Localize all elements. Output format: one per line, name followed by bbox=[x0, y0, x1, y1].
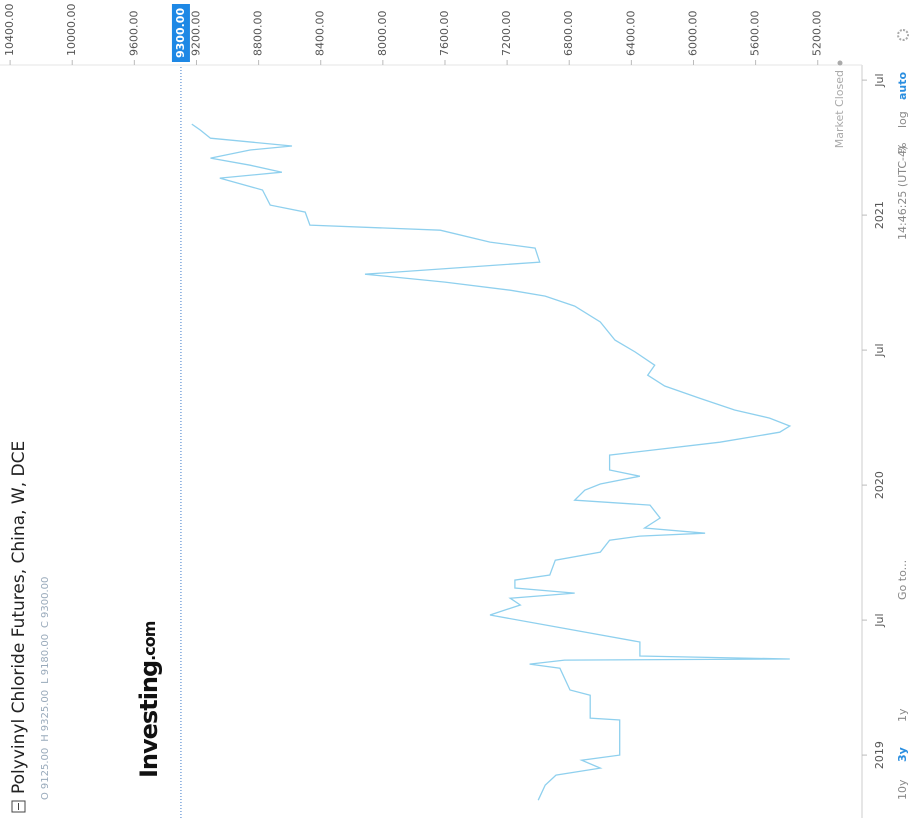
clock: 14:46:25 (UTC-4) bbox=[896, 146, 909, 240]
x-tick-label: 2019 bbox=[873, 741, 886, 769]
ohlc-key: O bbox=[40, 792, 51, 800]
option-button[interactable]: auto bbox=[896, 71, 909, 100]
logo-suffix: .com bbox=[140, 621, 159, 661]
y-tick-label: 9200.00 bbox=[189, 11, 202, 57]
y-tick-label: 5600.00 bbox=[749, 11, 762, 57]
logo-name: Investing bbox=[135, 661, 163, 778]
option-button[interactable]: % bbox=[896, 143, 909, 153]
y-tick-label: 5200.00 bbox=[811, 11, 824, 57]
y-tick-label: 7600.00 bbox=[438, 11, 451, 57]
ohlc-value: 9180.00 bbox=[40, 634, 51, 675]
chart-title: Polyvinyl Chloride Futures, China, W, DC… bbox=[9, 441, 29, 794]
x-tick-label: 2021 bbox=[873, 201, 886, 229]
x-tick-label: Jul bbox=[873, 73, 886, 87]
y-tick-label: 6400.00 bbox=[624, 11, 637, 57]
ohlc: O 9125.00 H 9325.00 L 9180.00 C 9300.00 bbox=[40, 577, 51, 800]
x-tick-label: 2020 bbox=[873, 471, 886, 499]
y-tick-label: 8400.00 bbox=[314, 11, 327, 57]
x-tick-label: Jul bbox=[873, 343, 886, 357]
market-status: Market Closed bbox=[833, 70, 846, 148]
ohlc-value: 9125.00 bbox=[40, 748, 51, 789]
y-tick-label: 10000.00 bbox=[65, 4, 78, 57]
current-price-label: 9300.00 bbox=[174, 8, 187, 58]
range-button[interactable]: 1y bbox=[896, 708, 909, 722]
status-dot bbox=[837, 60, 843, 66]
ohlc-key: C bbox=[40, 621, 51, 628]
logo: Investing.com bbox=[135, 621, 163, 778]
price-line bbox=[191, 123, 792, 801]
y-tick-label: 10400.00 bbox=[3, 4, 16, 57]
y-tick-label: 8000.00 bbox=[376, 11, 389, 57]
y-tick-label: 6000.00 bbox=[686, 11, 699, 57]
ohlc-key: L bbox=[40, 678, 51, 684]
goto-button[interactable]: Go to... bbox=[896, 560, 909, 600]
collapse-icon[interactable] bbox=[11, 800, 26, 813]
current-price-box bbox=[171, 4, 190, 62]
y-tick-label: 6800.00 bbox=[562, 11, 575, 57]
ohlc-value: 9300.00 bbox=[40, 577, 51, 618]
ohlc-value: 9325.00 bbox=[40, 690, 51, 731]
x-tick-label: Jul bbox=[873, 613, 886, 627]
ohlc-key: H bbox=[40, 734, 51, 742]
range-button[interactable]: 3y bbox=[896, 747, 909, 762]
option-button[interactable]: log bbox=[896, 111, 909, 128]
settings-gear[interactable] bbox=[897, 29, 909, 41]
y-tick-label: 7200.00 bbox=[500, 11, 513, 57]
y-tick-label: 8800.00 bbox=[252, 11, 265, 57]
rotated-chart: Polyvinyl Chloride Futures, China, W, DC… bbox=[0, 4, 909, 818]
range-button[interactable]: 10y bbox=[896, 779, 909, 800]
y-tick-label: 9600.00 bbox=[127, 11, 140, 57]
